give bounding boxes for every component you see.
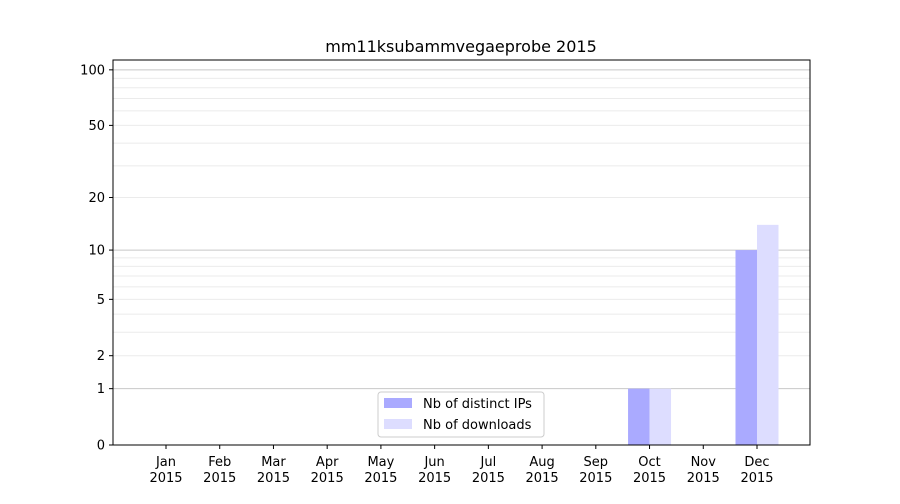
x-tick-label: Sep 2015 bbox=[579, 455, 612, 486]
bar-distinct-ips bbox=[628, 388, 650, 445]
x-tick-label: Mar 2015 bbox=[257, 455, 290, 486]
y-tick-label: 0 bbox=[97, 439, 105, 454]
y-tick-label: 5 bbox=[97, 293, 105, 308]
x-tick-label: Jun 2015 bbox=[418, 455, 451, 486]
legend-swatch bbox=[384, 419, 412, 429]
y-tick-label: 20 bbox=[88, 191, 105, 206]
x-tick-label: Feb 2015 bbox=[203, 455, 236, 486]
legend: Nb of distinct IPs Nb of downloads bbox=[377, 391, 545, 438]
bar-distinct-ips bbox=[735, 250, 757, 445]
legend-label: Nb of downloads bbox=[423, 418, 532, 433]
legend-label: Nb of distinct IPs bbox=[423, 397, 532, 412]
y-tick-label: 50 bbox=[88, 119, 105, 134]
x-tick-label: Dec 2015 bbox=[740, 455, 773, 486]
plot-frame bbox=[112, 59, 811, 446]
legend-swatch bbox=[384, 398, 412, 408]
y-tick-label: 10 bbox=[88, 244, 105, 259]
chart-title: mm11ksubammvegaeprobe 2015 bbox=[325, 37, 597, 56]
x-tick-label: Jan 2015 bbox=[149, 455, 182, 486]
x-tick-label: Aug 2015 bbox=[526, 455, 559, 486]
x-tick-label: May 2015 bbox=[364, 455, 397, 486]
x-tick-label: Nov 2015 bbox=[687, 455, 720, 486]
bar-downloads bbox=[757, 224, 779, 445]
legend-box bbox=[377, 391, 545, 438]
bar-downloads bbox=[649, 388, 672, 445]
x-tick-label: Apr 2015 bbox=[311, 455, 344, 486]
x-tick-label: Oct 2015 bbox=[633, 455, 666, 486]
y-tick-label: 1 bbox=[97, 382, 105, 397]
y-tick-label: 2 bbox=[97, 349, 105, 364]
x-tick-label: Jul 2015 bbox=[472, 455, 505, 486]
y-tick-label: 100 bbox=[80, 63, 105, 78]
